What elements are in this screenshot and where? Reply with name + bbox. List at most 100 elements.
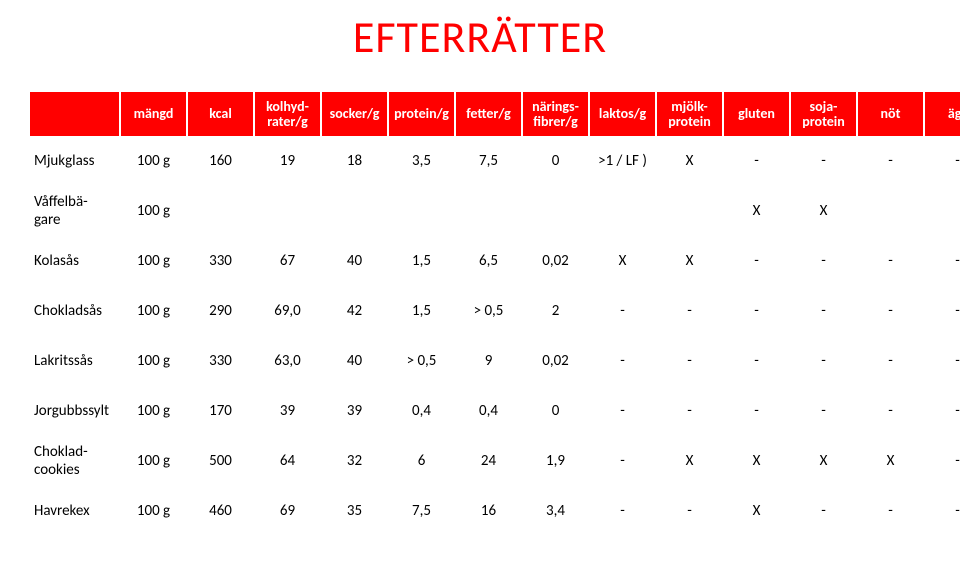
cell: 1,5 <box>388 286 455 336</box>
cell: - <box>857 136 924 186</box>
cell: 40 <box>321 336 388 386</box>
page-title: EFTERRÄTTER <box>30 10 930 64</box>
col-laktos: laktos/g <box>589 92 656 136</box>
table-row: Choklad-cookies100 g50064326241,9-XXXX- <box>30 436 960 486</box>
cell: X <box>589 236 656 286</box>
cell: 69,0 <box>254 286 321 336</box>
cell <box>254 186 321 236</box>
cell: 1,5 <box>388 236 455 286</box>
cell: - <box>790 286 857 336</box>
col-protein: protein/g <box>388 92 455 136</box>
cell: X <box>790 186 857 236</box>
cell: 100 g <box>120 336 187 386</box>
cell: X <box>723 436 790 486</box>
cell: 100 g <box>120 436 187 486</box>
cell <box>924 186 960 236</box>
cell: 1,9 <box>522 436 589 486</box>
cell: X <box>723 186 790 236</box>
row-label: Chokladsås <box>30 286 120 336</box>
cell: 0,02 <box>522 336 589 386</box>
cell: - <box>924 386 960 436</box>
cell: > 0,5 <box>388 336 455 386</box>
col-narings: närings-fibrer/g <box>522 92 589 136</box>
cell: X <box>790 436 857 486</box>
cell: > 0,5 <box>455 286 522 336</box>
cell: - <box>723 236 790 286</box>
cell: X <box>656 136 723 186</box>
cell: - <box>857 286 924 336</box>
cell <box>455 186 522 236</box>
cell: - <box>857 336 924 386</box>
cell: 7,5 <box>455 136 522 186</box>
cell: 330 <box>187 236 254 286</box>
col-agg: ägg <box>924 92 960 136</box>
cell: 100 g <box>120 386 187 436</box>
cell: 24 <box>455 436 522 486</box>
cell: 330 <box>187 336 254 386</box>
cell: - <box>924 236 960 286</box>
row-label: Mjukglass <box>30 136 120 186</box>
cell: 40 <box>321 236 388 286</box>
cell: >1 / LF ) <box>589 136 656 186</box>
cell <box>656 186 723 236</box>
table-row: Kolasås100 g33067401,56,50,02XX---- <box>30 236 960 286</box>
cell: 100 g <box>120 486 187 536</box>
cell: - <box>790 136 857 186</box>
cell: - <box>857 236 924 286</box>
row-label: Choklad-cookies <box>30 436 120 486</box>
table-row: Lakritssås100 g33063,040> 0,590,02------ <box>30 336 960 386</box>
cell: 0,4 <box>388 386 455 436</box>
cell: - <box>589 386 656 436</box>
cell: - <box>790 236 857 286</box>
cell: - <box>924 286 960 336</box>
cell: 63,0 <box>254 336 321 386</box>
cell: - <box>924 486 960 536</box>
cell: 100 g <box>120 186 187 236</box>
cell: - <box>857 486 924 536</box>
cell: - <box>589 336 656 386</box>
cell: 39 <box>254 386 321 436</box>
cell: 0 <box>522 136 589 186</box>
cell: 35 <box>321 486 388 536</box>
cell: 160 <box>187 136 254 186</box>
cell <box>522 186 589 236</box>
cell: 290 <box>187 286 254 336</box>
cell: 67 <box>254 236 321 286</box>
nutrition-table: mängd kcal kolhyd-rater/g socker/g prote… <box>30 92 960 536</box>
cell <box>388 186 455 236</box>
row-label: Kolasås <box>30 236 120 286</box>
table-row: Jorgubbssylt100 g17039390,40,40------ <box>30 386 960 436</box>
cell: - <box>790 336 857 386</box>
row-label: Lakritssås <box>30 336 120 386</box>
cell: 500 <box>187 436 254 486</box>
col-not: nöt <box>857 92 924 136</box>
cell: 7,5 <box>388 486 455 536</box>
cell: 18 <box>321 136 388 186</box>
col-kcal: kcal <box>187 92 254 136</box>
cell: - <box>656 486 723 536</box>
cell: X <box>656 436 723 486</box>
cell: 6 <box>388 436 455 486</box>
table-row: Havrekex100 g46069357,5163,4--X--- <box>30 486 960 536</box>
col-kolhyd: kolhyd-rater/g <box>254 92 321 136</box>
cell: 100 g <box>120 136 187 186</box>
col-socker: socker/g <box>321 92 388 136</box>
cell: 39 <box>321 386 388 436</box>
col-gluten: gluten <box>723 92 790 136</box>
cell: 0,4 <box>455 386 522 436</box>
cell: 100 g <box>120 236 187 286</box>
row-label: Havrekex <box>30 486 120 536</box>
cell: 69 <box>254 486 321 536</box>
cell: - <box>589 286 656 336</box>
table-row: Chokladsås100 g29069,0421,5> 0,52------ <box>30 286 960 336</box>
cell: - <box>589 486 656 536</box>
row-label: Jorgubbssylt <box>30 386 120 436</box>
cell: 100 g <box>120 286 187 336</box>
cell: 9 <box>455 336 522 386</box>
col-mangd: mängd <box>120 92 187 136</box>
cell: 0 <box>522 386 589 436</box>
col-fetter: fetter/g <box>455 92 522 136</box>
cell: X <box>656 236 723 286</box>
cell: - <box>857 386 924 436</box>
cell: - <box>723 336 790 386</box>
